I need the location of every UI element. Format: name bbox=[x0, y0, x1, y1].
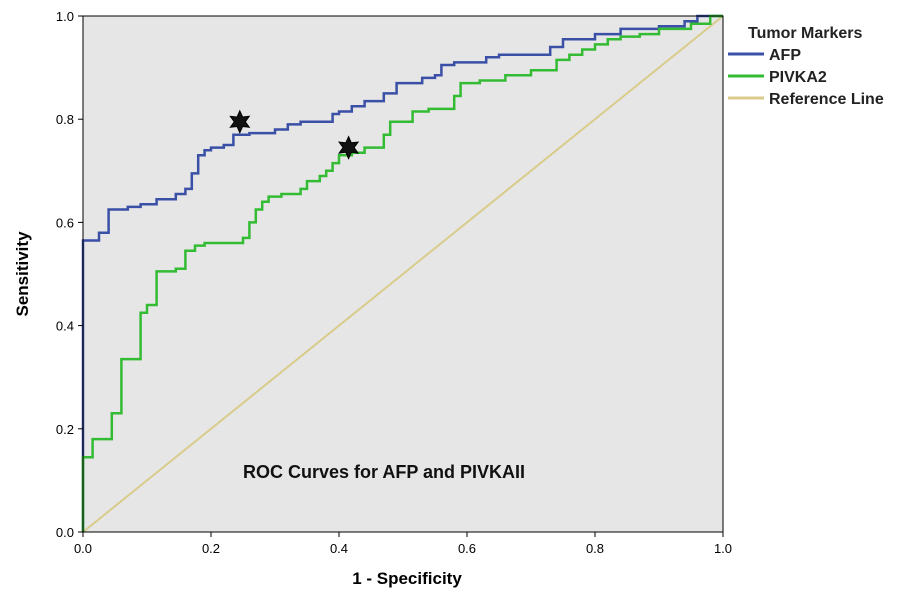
legend-label-afp: AFP bbox=[769, 47, 801, 64]
legend: Tumor Markers AFP PIVKA2 Reference Line bbox=[728, 25, 884, 108]
plot-frame bbox=[82, 15, 724, 533]
legend-label-reference-line: Reference Line bbox=[769, 91, 884, 108]
x-tick-label: 0.2 bbox=[202, 541, 220, 556]
x-axis-ticks: 0.0 0.2 0.4 0.6 0.8 1.0 bbox=[74, 532, 732, 556]
y-tick-label: 0.6 bbox=[56, 215, 74, 230]
legend-label-pivka2: PIVKA2 bbox=[769, 69, 827, 86]
x-tick-label: 0.4 bbox=[330, 541, 348, 556]
series-line-reference-line bbox=[82, 15, 724, 533]
x-tick-label: 1.0 bbox=[714, 541, 732, 556]
series-line-pivka2 bbox=[81, 14, 723, 532]
y-tick-label: 0.2 bbox=[56, 422, 74, 437]
cutoff-star-pivka2 bbox=[338, 135, 360, 160]
series-layer bbox=[81, 14, 724, 533]
series-line-afp bbox=[81, 14, 723, 532]
legend-items: AFP PIVKA2 Reference Line bbox=[728, 47, 884, 108]
y-tick-label: 0.8 bbox=[56, 112, 74, 127]
legend-title: Tumor Markers bbox=[748, 25, 863, 42]
x-tick-label: 0.8 bbox=[586, 541, 604, 556]
y-axis-title: Sensitivity bbox=[13, 231, 32, 317]
y-tick-label: 0.0 bbox=[56, 525, 74, 540]
y-tick-label: 1.0 bbox=[56, 9, 74, 24]
chart-title: ROC Curves for AFP and PIVKAII bbox=[243, 462, 525, 482]
cutoff-star-afp bbox=[229, 109, 251, 135]
x-tick-label: 0.0 bbox=[74, 541, 92, 556]
y-axis-ticks: 0.0 0.2 0.4 0.6 0.8 1.0 bbox=[56, 9, 83, 540]
y-tick-label: 0.4 bbox=[56, 319, 74, 334]
cutoff-markers bbox=[229, 109, 360, 160]
x-tick-label: 0.6 bbox=[458, 541, 476, 556]
x-axis-title: 1 - Specificity bbox=[352, 569, 462, 588]
